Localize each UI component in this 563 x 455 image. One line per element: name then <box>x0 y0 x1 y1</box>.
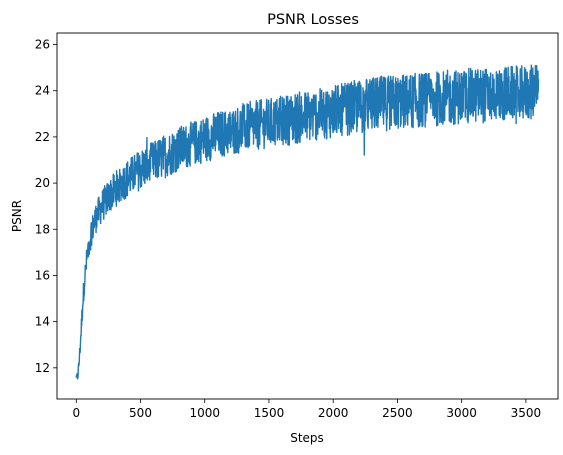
x-tick-label: 1000 <box>189 406 220 420</box>
x-tick-label: 3500 <box>511 406 542 420</box>
x-tick-label: 1500 <box>254 406 285 420</box>
plot-area <box>56 32 559 400</box>
y-tick-label: 24 <box>35 84 50 98</box>
x-axis-label: Steps <box>290 431 324 445</box>
y-tick-label: 16 <box>35 268 50 282</box>
x-tick-label: 2000 <box>318 406 349 420</box>
x-tick-label: 2500 <box>382 406 413 420</box>
x-axis-ticks: 0 500 1000 1500 2000 2500 3000 3500 <box>72 399 541 420</box>
psnr-series-line <box>75 64 540 380</box>
plot-frame <box>56 32 559 400</box>
y-axis-label: PSNR <box>10 200 24 232</box>
chart-title: PSNR Losses <box>267 12 359 28</box>
x-tick-label: 500 <box>129 406 152 420</box>
x-tick-label: 0 <box>72 406 80 420</box>
y-tick-label: 20 <box>35 176 50 190</box>
y-tick-label: 14 <box>35 315 50 329</box>
series-layer <box>75 64 540 380</box>
y-tick-label: 18 <box>35 222 50 236</box>
y-tick-label: 12 <box>35 361 50 375</box>
y-axis-ticks: 12 14 16 18 20 22 24 26 <box>35 38 57 375</box>
y-tick-label: 26 <box>35 38 50 52</box>
x-tick-label: 3000 <box>446 406 477 420</box>
y-tick-label: 22 <box>35 130 50 144</box>
